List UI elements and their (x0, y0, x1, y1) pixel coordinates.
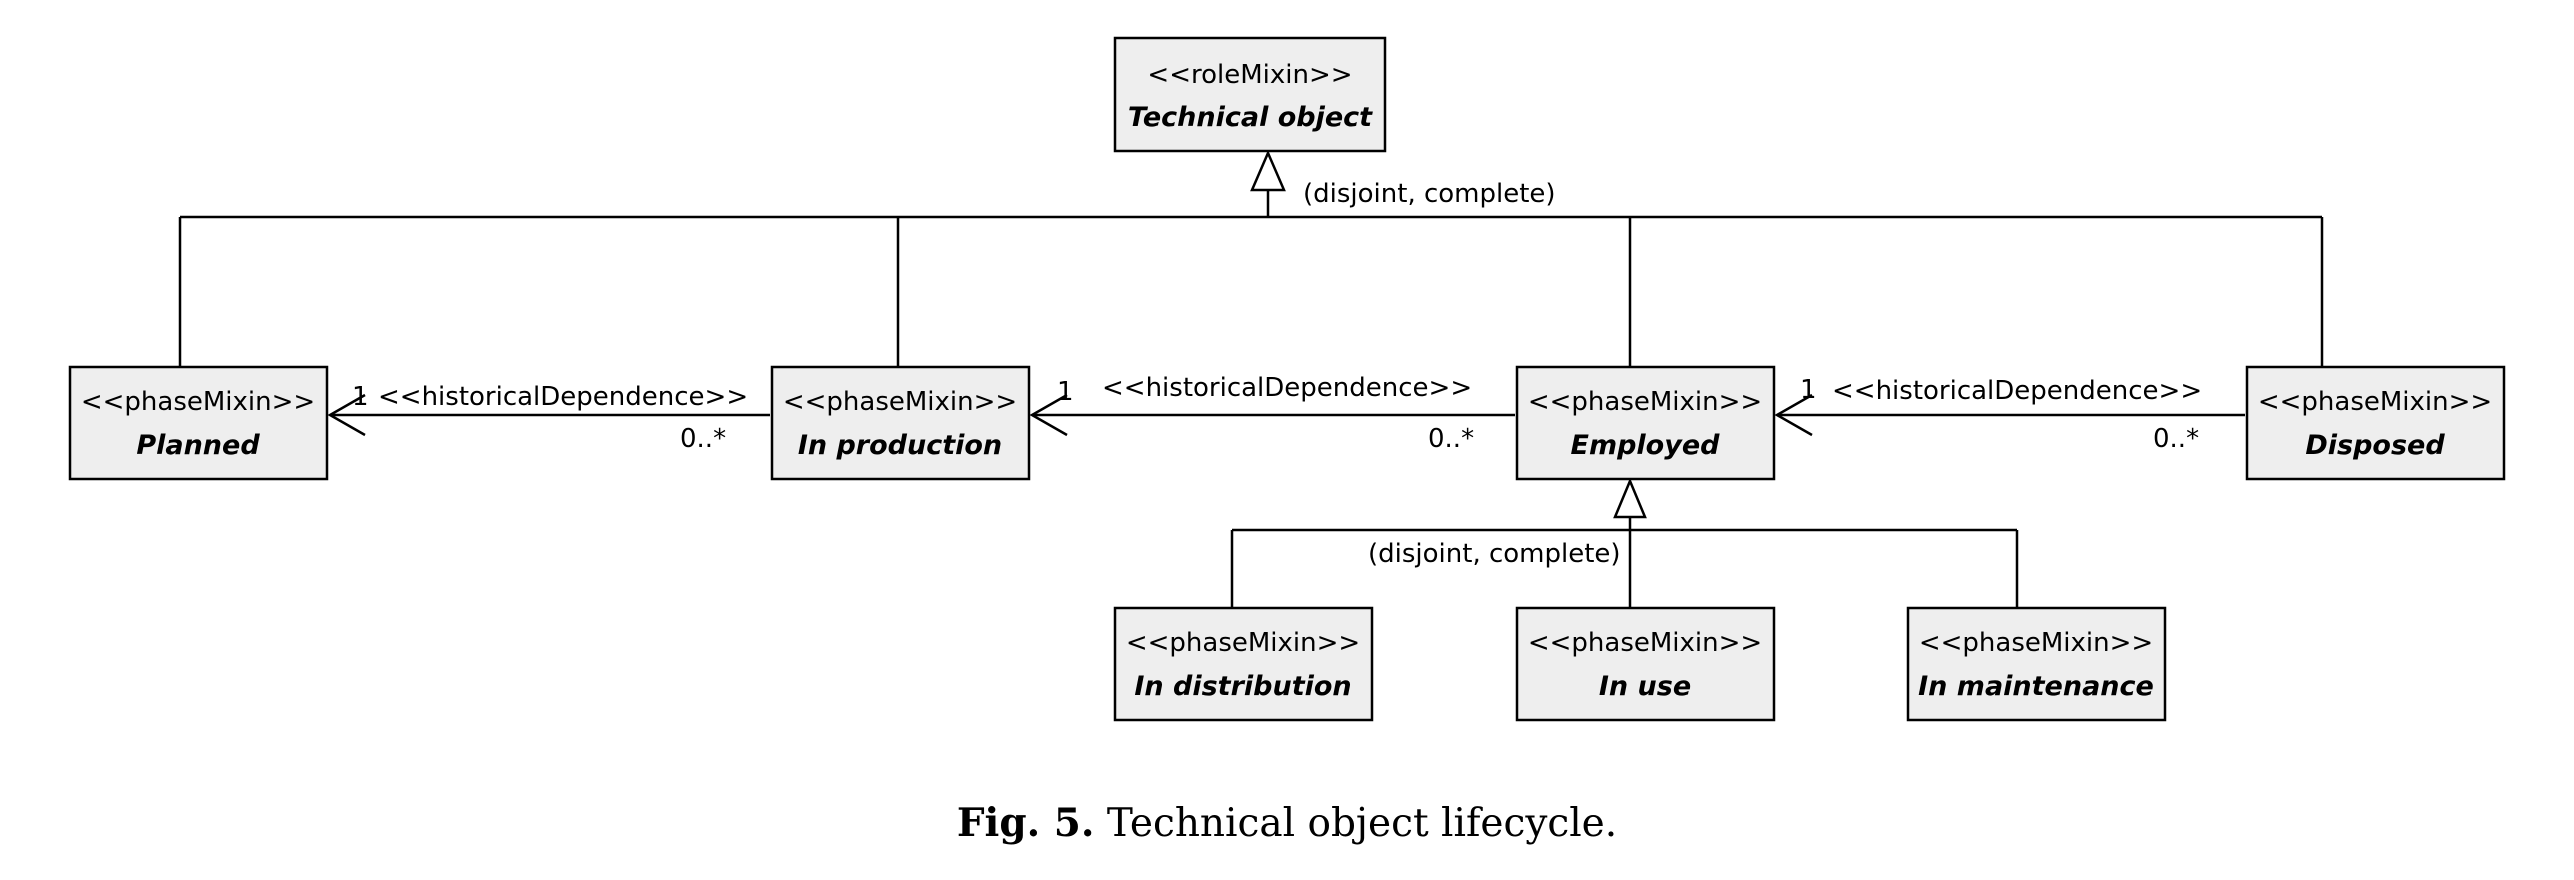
top-constraint-label: (disjoint, complete) (1303, 179, 1556, 209)
class-name: In production (798, 430, 1002, 461)
mult-employed-1: 1 (1800, 375, 1817, 405)
dependency-label-3: <<historicalDependence>> (1832, 376, 2202, 406)
class-stereotype: <<phaseMixin>> (783, 387, 1017, 417)
class-name: Employed (1571, 430, 1721, 461)
dependency-label-1: <<historicalDependence>> (378, 382, 748, 412)
mult-production-1: 1 (1057, 377, 1074, 407)
dependency-production-to-planned (327, 393, 770, 437)
mult-disposed-0: 0..* (2153, 424, 2199, 454)
class-stereotype: <<roleMixin>> (1147, 60, 1352, 90)
class-employed[interactable]: <<phaseMixin>> Employed (1515, 365, 1776, 481)
dependency-employed-to-production (1029, 393, 1515, 437)
uml-class-diagram: (disjoint, complete) (disjoint, complete… (68, 36, 2506, 722)
figure-caption: Fig. 5. Technical object lifecycle. (0, 800, 2574, 846)
mult-planned-1: 1 (352, 382, 369, 412)
figure-caption-text: Technical object lifecycle. (1106, 801, 1618, 846)
class-stereotype: <<phaseMixin>> (81, 387, 315, 417)
class-stereotype: <<phaseMixin>> (2258, 387, 2492, 417)
class-in-use[interactable]: <<phaseMixin>> In use (1515, 606, 1776, 722)
dependency-disposed-to-employed (1774, 393, 2245, 437)
class-name: Technical object (1128, 102, 1373, 133)
class-name: In maintenance (1918, 671, 2154, 702)
generalization-arrowhead (1250, 149, 1286, 192)
generalization-arrowhead-employed (1613, 477, 1647, 519)
class-stereotype: <<phaseMixin>> (1528, 628, 1762, 658)
class-stereotype: <<phaseMixin>> (1126, 628, 1360, 658)
class-name: In distribution (1134, 671, 1351, 702)
class-disposed[interactable]: <<phaseMixin>> Disposed (2245, 365, 2506, 481)
class-in-distribution[interactable]: <<phaseMixin>> In distribution (1113, 606, 1374, 722)
dependency-label-2: <<historicalDependence>> (1102, 373, 1472, 403)
class-stereotype: <<phaseMixin>> (1528, 387, 1762, 417)
figure-number: Fig. 5. (956, 800, 1095, 846)
class-in-maintenance[interactable]: <<phaseMixin>> In maintenance (1906, 606, 2167, 722)
class-name: Planned (136, 430, 260, 461)
employed-constraint-label: (disjoint, complete) (1368, 539, 1621, 569)
class-stereotype: <<phaseMixin>> (1919, 628, 2153, 658)
mult-employed-0: 0..* (1428, 424, 1474, 454)
class-name: In use (1599, 671, 1691, 702)
class-planned[interactable]: <<phaseMixin>> Planned (68, 365, 329, 481)
generalization-employed (1230, 477, 2019, 608)
class-in-production[interactable]: <<phaseMixin>> In production (770, 365, 1031, 481)
class-technical-object[interactable]: <<roleMixin>> Technical object (1113, 36, 1387, 153)
class-name: Disposed (2305, 430, 2445, 461)
generalization-top (178, 149, 2324, 367)
mult-production-0: 0..* (680, 424, 726, 454)
